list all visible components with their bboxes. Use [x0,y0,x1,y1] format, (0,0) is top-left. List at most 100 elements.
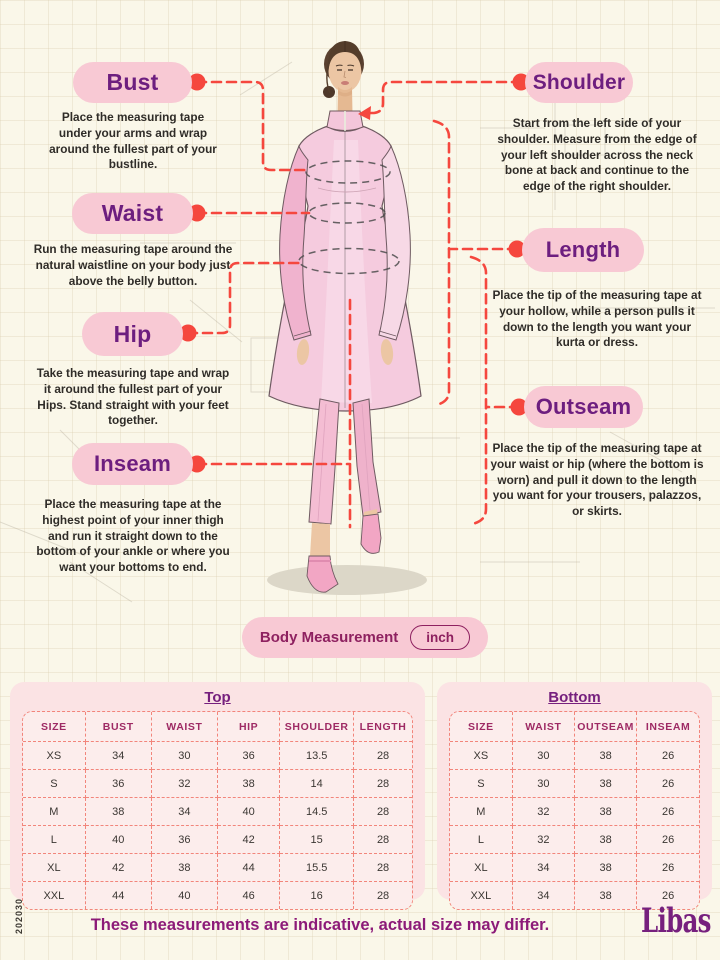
value-cell: 14 [279,769,355,798]
value-cell: 38 [574,853,638,882]
hip-ellipse [298,247,400,275]
value-cell: 28 [353,769,412,798]
value-cell: 38 [574,797,638,826]
size-cell: XS [450,741,513,770]
bust-ellipse [305,160,391,184]
column-header: SIZE [23,712,86,742]
value-cell: 28 [353,797,412,826]
value-cell: 36 [85,769,152,798]
value-cell: 36 [151,825,218,854]
bust-label-pill: Bust [73,62,192,103]
value-cell: 26 [636,741,699,770]
bust-description: Place the measuring tape under your arms… [49,110,217,172]
bottom-table-title: Bottom [548,689,601,706]
size-cell: L [450,825,513,854]
value-cell: 34 [512,853,576,882]
waist-description: Run the measuring tape around the natura… [33,242,233,288]
body-measurement-banner: Body Measurement inch [242,617,488,658]
value-cell: 40 [151,881,218,909]
value-cell: 15.5 [279,853,355,882]
value-cell: 34 [512,881,576,909]
top-table-title: Top [204,689,231,706]
value-cell: 32 [151,769,218,798]
value-cell: 26 [636,825,699,854]
table-row: XXL 44 40 46 16 28 [23,881,412,909]
table-row: XS 30 38 26 [450,741,699,770]
value-cell: 26 [636,853,699,882]
shoulder-connector [365,80,523,115]
brand-logo: Libas [641,901,711,941]
side-code: 202030 [14,897,24,934]
size-cell: M [450,797,513,826]
value-cell: 46 [217,881,281,909]
hip-label-pill: Hip [82,312,183,356]
value-cell: 34 [85,741,152,770]
waist-label-pill: Waist [72,193,193,234]
value-cell: 16 [279,881,355,909]
value-cell: 38 [217,769,281,798]
table-row: S 30 38 26 [450,769,699,798]
top-size-table: SIZE BUST WAIST HIP SHOULDER LENGTH XS 34 30 36 13… [23,712,412,909]
value-cell: 30 [512,741,576,770]
length-description: Place the tip of the measuring tape at y… [492,288,702,350]
size-cell: S [23,769,86,798]
column-header: INSEAM [636,712,699,742]
size-cell: L [23,825,86,854]
top-size-panel: Top SIZE BUST WAIST HIP SHOULDER LENGTH XS 34 30… [10,682,425,910]
table-header-row: SIZE BUST WAIST HIP SHOULDER LENGTH [23,712,412,742]
column-header: SIZE [450,712,513,742]
disclaimer-note: These measurements are indicative, actua… [90,916,550,934]
value-cell: 40 [217,797,281,826]
inseam-label-pill: Inseam [72,443,193,485]
value-cell: 26 [636,797,699,826]
value-cell: 38 [85,797,152,826]
table-row: L 32 38 26 [450,825,699,854]
bottom-table-border: SIZE WAIST OUTSEAM INSEAM XS 30 38 26 S 30 38 26 M 32… [449,711,700,910]
table-header-row: SIZE WAIST OUTSEAM INSEAM [450,712,699,742]
value-cell: 26 [636,881,699,909]
value-cell: 26 [636,769,699,798]
table-row: M 38 34 40 14.5 28 [23,797,412,826]
column-header: HIP [217,712,281,742]
value-cell: 30 [151,741,218,770]
value-cell: 28 [353,853,412,882]
value-cell: 44 [217,853,281,882]
size-cell: M [23,797,86,826]
value-cell: 42 [217,825,281,854]
shoulder-description: Start from the left side of your shoulde… [497,116,697,194]
value-cell: 32 [512,825,576,854]
column-header: WAIST [151,712,218,742]
value-cell: 28 [353,881,412,909]
column-header: OUTSEAM [574,712,638,742]
table-row: M 32 38 26 [450,797,699,826]
value-cell: 40 [85,825,152,854]
value-cell: 44 [85,881,152,909]
value-cell: 14.5 [279,797,355,826]
size-cell: XS [23,741,86,770]
value-cell: 38 [151,853,218,882]
bottom-size-panel: Bottom SIZE WAIST OUTSEAM INSEAM XS 30 38 26 S 30… [437,682,712,910]
size-cell: XL [450,853,513,882]
length-label-pill: Length [522,228,644,272]
length-line [432,119,451,407]
figure-illustration [0,41,715,603]
floor-shadow [267,565,427,595]
table-row: S 36 32 38 14 28 [23,769,412,798]
value-cell: 42 [85,853,152,882]
connector-dots [179,73,530,473]
body-measure-ellipses [298,160,400,275]
hip-description: Take the measuring tape and wrap it arou… [36,366,230,428]
outseam-description: Place the tip of the measuring tape at y… [490,441,704,519]
outseam-line [469,255,488,526]
value-cell: 34 [151,797,218,826]
outseam-label-pill: Outseam [524,386,643,428]
column-header: LENGTH [353,712,412,742]
unit-chip: inch [410,625,471,650]
size-cell: XL [23,853,86,882]
model-figure [268,41,422,593]
table-row: XXL 34 38 26 [450,881,699,909]
hip-connector [186,261,301,335]
value-cell: 36 [217,741,281,770]
banner-label: Body Measurement [259,629,399,646]
value-cell: 13.5 [279,741,355,770]
